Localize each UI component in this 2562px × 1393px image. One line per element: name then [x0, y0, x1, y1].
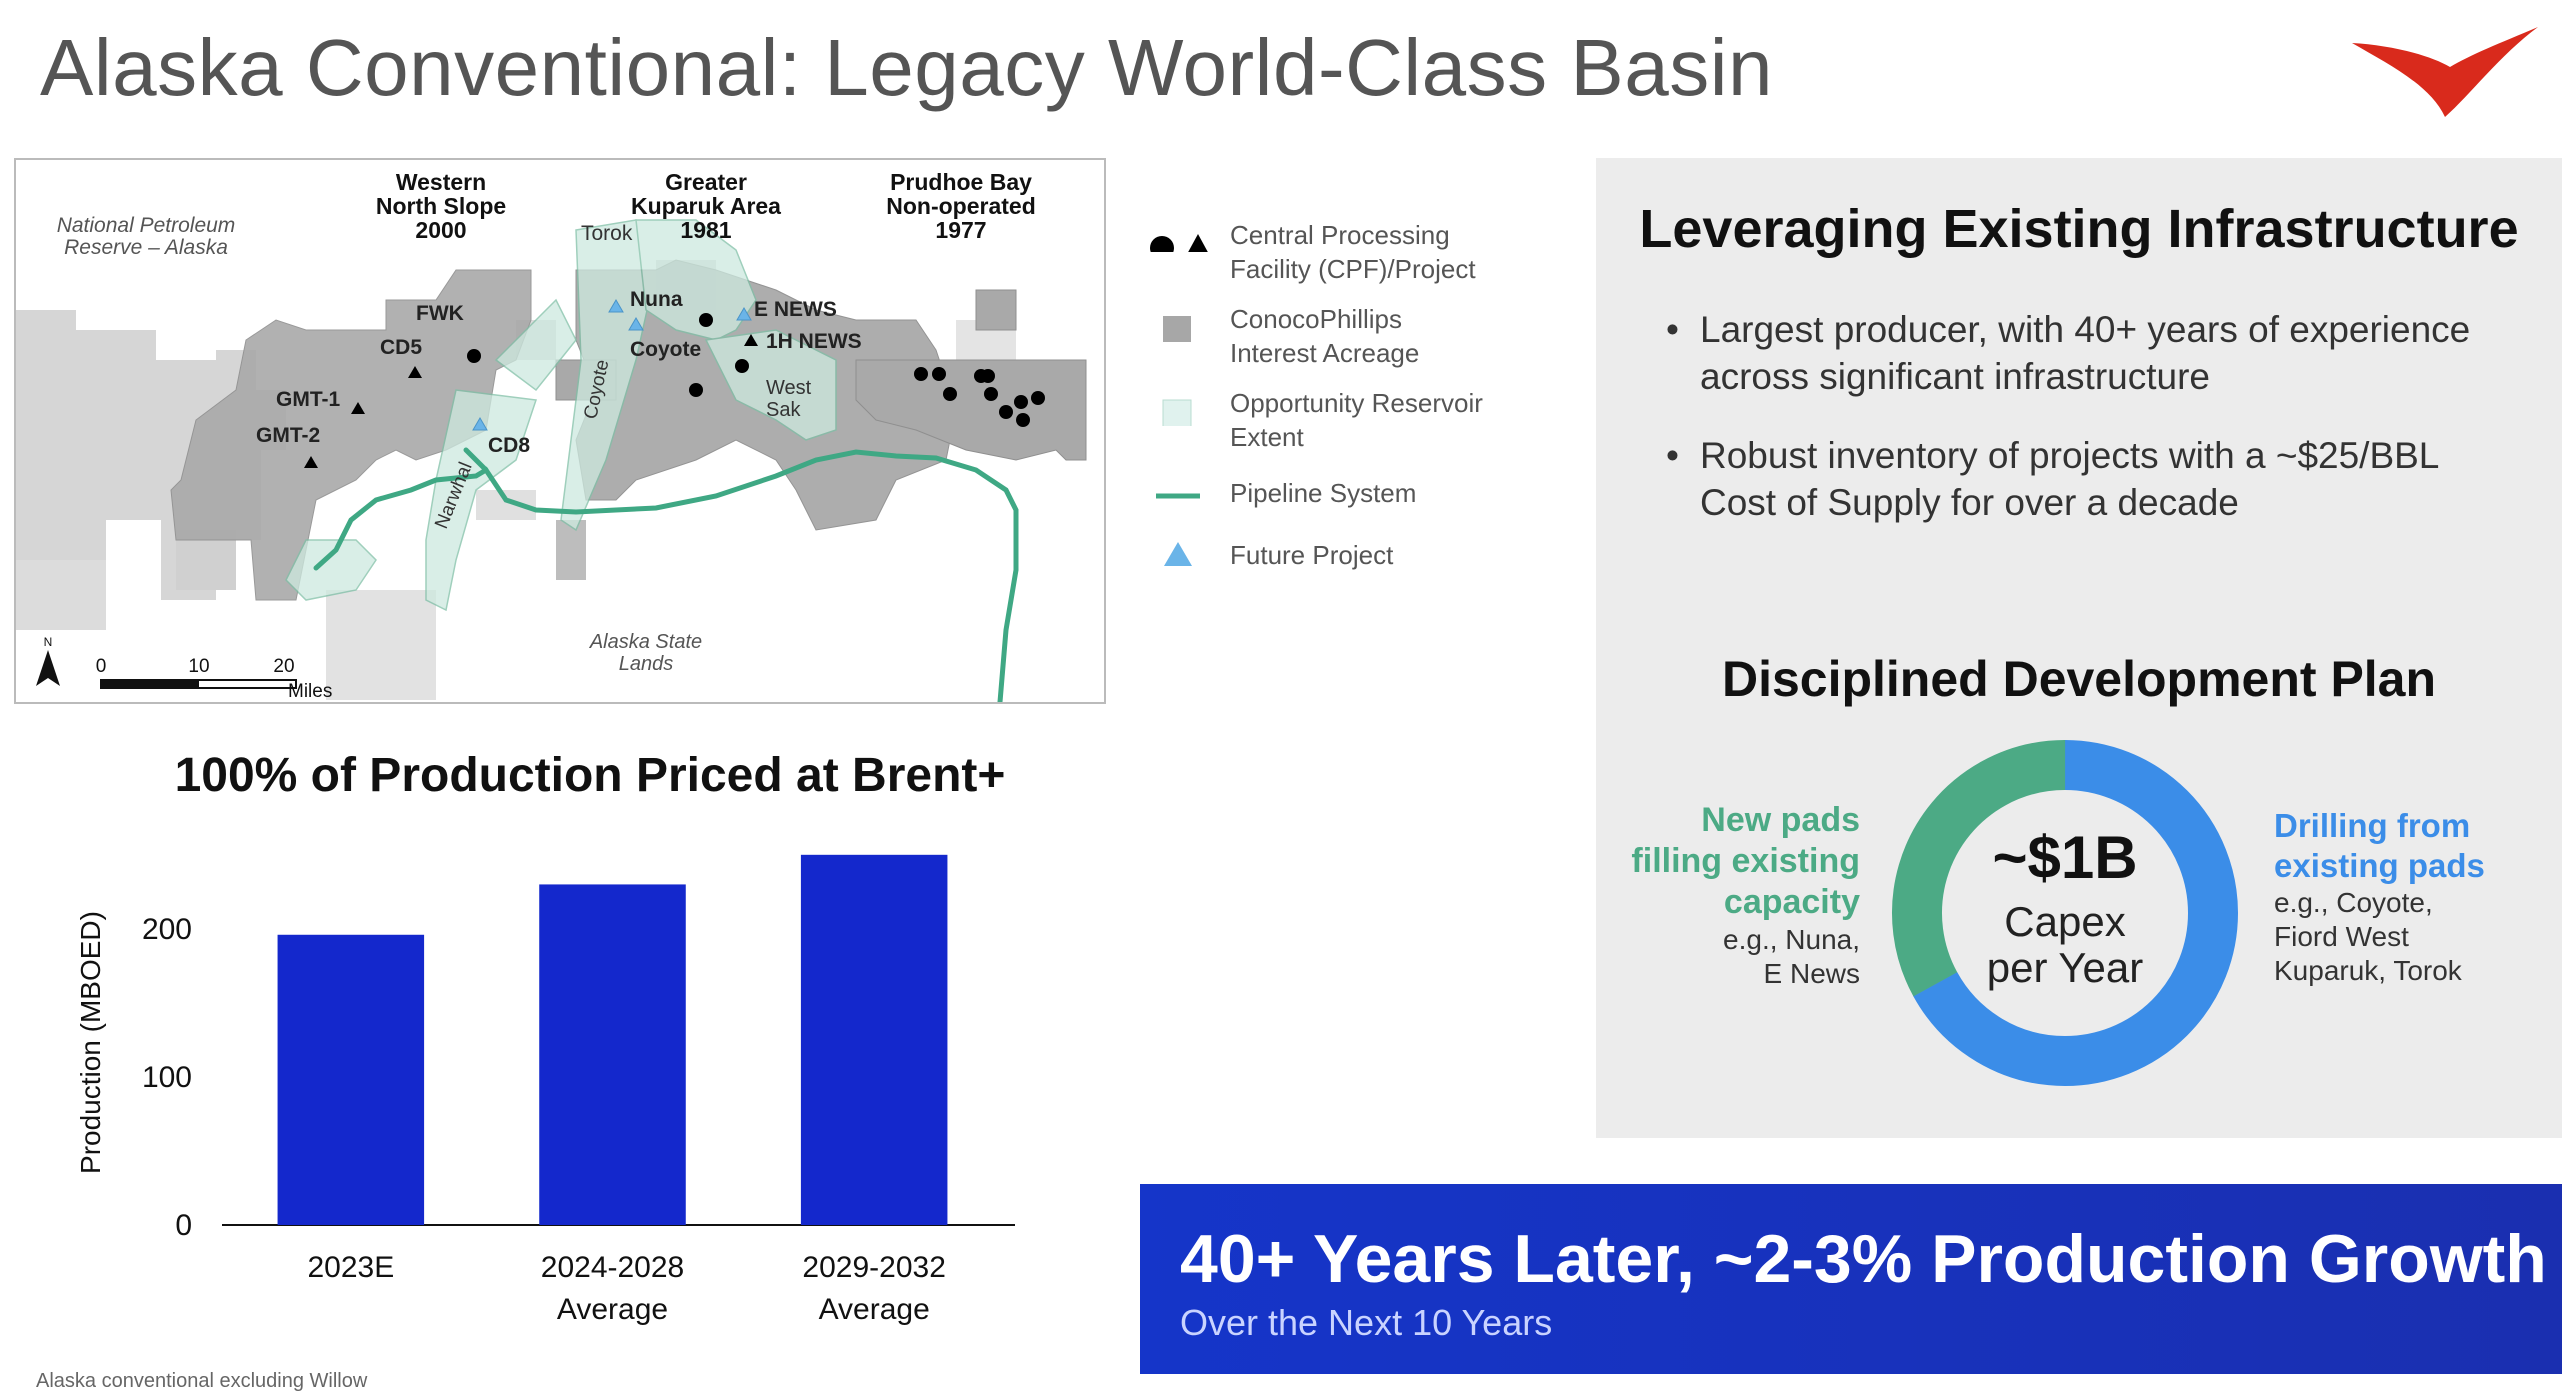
- pipeline-system: [313, 447, 1019, 702]
- panel-heading: Leveraging Existing Infrastructure: [1639, 199, 2519, 259]
- label-npra-2: Reserve – Alaska: [64, 236, 228, 259]
- scale-tick-20: 20: [273, 656, 294, 677]
- page-title: Alaska Conventional: Legacy World-Class …: [40, 23, 1773, 112]
- label-npra-1: National Petroleum: [57, 214, 236, 237]
- right-title-1: Drilling from: [2274, 807, 2471, 844]
- bar-0: [277, 934, 425, 1225]
- info-panel: [1596, 158, 2562, 1138]
- scale-unit: Miles: [288, 681, 332, 702]
- label-prudhoe-2: Non-operated: [886, 193, 1036, 219]
- x-tick-2-0: 2029-2032: [802, 1251, 945, 1284]
- label-western-1: Western: [396, 169, 486, 195]
- legend-item-future: Future Project: [1150, 538, 1490, 572]
- legend-label-cpf: Central Processing Facility (CPF)/Projec…: [1230, 220, 1476, 284]
- footnote: Alaska conventional excluding Willow: [36, 1370, 368, 1392]
- label-state-lands-1: Alaska State: [589, 631, 702, 653]
- production-bar-chart: Production (MBOED) 0 100 200 2023E 2024-2028 A…: [75, 854, 1015, 1326]
- capex-donut-chart: ~$1B Capex per Year: [1892, 740, 2238, 1086]
- label-cd8: CD8: [488, 434, 530, 457]
- x-tick-1-1: Average: [557, 1293, 668, 1326]
- north-label: N: [44, 635, 53, 649]
- label-gmt2: GMT-2: [256, 424, 320, 447]
- legend-label-pipeline: Pipeline System: [1230, 478, 1417, 508]
- label-western-3: 2000: [415, 217, 466, 243]
- label-prudhoe-3: 1977: [935, 217, 986, 243]
- growth-banner: 40+ Years Later, ~2-3% Production Growth…: [1140, 1184, 2562, 1374]
- x-tick-2-1: Average: [819, 1293, 930, 1326]
- label-cd5: CD5: [380, 336, 422, 359]
- right-example-3: Kuparuk, Torok: [2274, 955, 2462, 986]
- bullet-2: • Robust inventory of projects with a ~$…: [1666, 432, 2520, 526]
- left-example-1: e.g., Nuna,: [1723, 924, 1860, 955]
- blue-triangle-icon: [1150, 538, 1230, 572]
- bar-2: [800, 854, 948, 1225]
- future-project-markers: [472, 299, 752, 431]
- donut-center-line1: Capex: [2004, 898, 2125, 945]
- pipeline-line-icon: [1150, 476, 1230, 510]
- chart-title: 100% of Production Priced at Brent+: [174, 749, 1006, 802]
- right-title-2: existing pads: [2274, 847, 2485, 884]
- right-example-2: Fiord West: [2274, 921, 2409, 952]
- label-state-lands-2: Lands: [619, 653, 674, 675]
- cpf-markers: [304, 313, 1045, 468]
- legend-item-cpf: Central Processing Facility (CPF)/Projec…: [1150, 218, 1490, 286]
- donut-center-line2: per Year: [1987, 944, 2143, 991]
- label-prudhoe-1: Prudhoe Bay: [890, 169, 1032, 195]
- x-tick-1-0: 2024-2028: [541, 1251, 684, 1284]
- y-tick-1: 100: [142, 1061, 192, 1094]
- banner-title: 40+ Years Later, ~2-3% Production Growth: [1180, 1221, 2547, 1297]
- legend-label-future: Future Project: [1230, 540, 1394, 570]
- left-title-1: New pads: [1701, 801, 1860, 839]
- label-torok: Torok: [581, 222, 633, 245]
- legend-item-pipeline: Pipeline System: [1150, 476, 1490, 510]
- donut-center-value: ~$1B: [1992, 824, 2137, 891]
- label-fwk: FWK: [416, 302, 464, 325]
- left-title-2: filling existing: [1631, 842, 1860, 880]
- scale-tick-10: 10: [188, 656, 209, 677]
- banner-subtitle: Over the Next 10 Years: [1180, 1302, 1553, 1343]
- label-greater-2: Kuparuk Area: [631, 193, 781, 219]
- label-west-sak-2: Sak: [766, 399, 801, 421]
- legend-label-acreage: ConocoPhillips Interest Acreage: [1230, 304, 1420, 368]
- legend-item-reservoir: Opportunity Reservoir Extent: [1150, 386, 1490, 454]
- left-example-2: E News: [1763, 958, 1860, 989]
- label-west-sak-1: West: [766, 377, 812, 399]
- bullet-dot: •: [1666, 435, 1679, 476]
- y-tick-2: 200: [142, 913, 192, 946]
- label-western-2: North Slope: [376, 193, 506, 219]
- label-greater-1: Greater: [665, 169, 747, 195]
- opportunity-reservoir: [285, 219, 837, 612]
- label-1h-news: 1H NEWS: [766, 330, 862, 353]
- light-square-icon: [1150, 386, 1230, 429]
- y-tick-0: 0: [175, 1209, 192, 1242]
- alaska-map: National Petroleum Reserve – Alaska West…: [14, 158, 1106, 704]
- bullet-2-text: Robust inventory of projects with a ~$25…: [1700, 435, 2439, 523]
- bar-1: [539, 884, 686, 1225]
- label-greater-3: 1981: [680, 217, 731, 243]
- bullet-dot: •: [1666, 309, 1679, 350]
- bullet-1: • Largest producer, with 40+ years of ex…: [1666, 306, 2520, 400]
- gray-square-icon: [1150, 302, 1230, 344]
- label-coyote: Coyote: [630, 338, 701, 361]
- scale-tick-0: 0: [96, 656, 107, 677]
- plan-heading: Disciplined Development Plan: [1721, 651, 2437, 707]
- label-gmt1: GMT-1: [276, 388, 340, 411]
- circle-triangle-icon: [1150, 218, 1230, 260]
- x-tick-0-0: 2023E: [307, 1251, 394, 1284]
- north-arrow-icon: [36, 650, 60, 686]
- label-nuna: Nuna: [630, 288, 683, 311]
- donut-left-label: New pads filling existing capacity e.g.,…: [1600, 800, 1860, 991]
- company-logo: [2352, 27, 2538, 117]
- legend-label-reservoir: Opportunity Reservoir Extent: [1230, 388, 1483, 452]
- y-axis-label: Production (MBOED): [75, 911, 106, 1174]
- right-example-1: e.g., Coyote,: [2274, 887, 2433, 918]
- label-enews: E NEWS: [754, 298, 837, 321]
- donut-right-label: Drilling from existing pads e.g., Coyote…: [2274, 806, 2544, 988]
- legend-item-acreage: ConocoPhillips Interest Acreage: [1150, 302, 1490, 370]
- left-title-3: capacity: [1723, 883, 1860, 921]
- bullet-1-text: Largest producer, with 40+ years of expe…: [1700, 309, 2471, 397]
